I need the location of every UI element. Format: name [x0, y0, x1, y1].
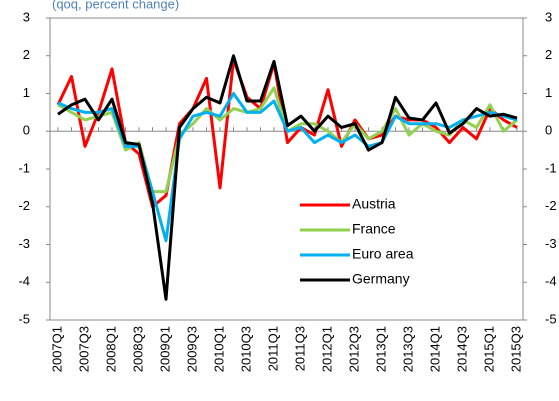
- x-tick-label: 2013Q1: [373, 326, 388, 372]
- y-tick-label: 0: [23, 123, 30, 138]
- x-tick-label: 2012Q3: [346, 326, 361, 372]
- x-tick-label: 2010Q1: [211, 326, 226, 372]
- legend-label: Euro area: [352, 246, 414, 262]
- x-tick-label: 2011Q1: [265, 326, 280, 371]
- x-tick-label: 2014Q3: [454, 326, 469, 372]
- y-tick-label: 1: [23, 85, 30, 100]
- y-tick-label: -1: [18, 160, 30, 175]
- x-tick-label: 2015Q1: [481, 326, 496, 372]
- chart-subtitle: (qoq, percent change): [52, 0, 179, 11]
- y2-tick-label: -2: [545, 198, 557, 213]
- y2-tick-label: -1: [545, 160, 557, 175]
- y2-tick-label: -4: [545, 274, 557, 289]
- x-tick-label: 2008Q1: [103, 326, 118, 372]
- legend-label: Austria: [352, 196, 396, 212]
- x-tick-label: 2011Q3: [292, 326, 307, 371]
- y2-tick-label: 1: [545, 85, 552, 100]
- y2-tick-label: 0: [545, 123, 552, 138]
- y2-tick-label: 2: [545, 47, 552, 62]
- y-tick-label: -2: [18, 198, 30, 213]
- y-tick-label: -4: [18, 274, 30, 289]
- y2-tick-label: 3: [545, 9, 552, 24]
- x-tick-label: 2013Q3: [400, 326, 415, 372]
- y2-tick-label: -5: [545, 311, 557, 326]
- y2-tick-label: -3: [545, 236, 557, 251]
- series-line: [57, 54, 518, 301]
- y-tick-label: 2: [23, 47, 30, 62]
- x-tick-label: 2015Q3: [508, 326, 523, 372]
- x-tick-label: 2009Q1: [157, 326, 172, 372]
- y-tick-label: -5: [18, 311, 30, 326]
- x-tick-label: 2010Q3: [238, 326, 253, 372]
- legend-label: Germany: [352, 271, 410, 287]
- x-tick-label: 2007Q1: [49, 326, 64, 372]
- series-line: [57, 92, 518, 243]
- y-tick-label: -3: [18, 236, 30, 251]
- x-tick-label: 2014Q1: [427, 326, 442, 372]
- legend-label: France: [352, 221, 396, 237]
- x-tick-label: 2008Q3: [130, 326, 145, 372]
- x-tick-label: 2007Q3: [76, 326, 91, 372]
- y-tick-label: 3: [23, 9, 30, 24]
- x-tick-label: 2012Q1: [319, 326, 334, 372]
- plot-frame: [49, 17, 524, 321]
- x-tick-label: 2009Q3: [184, 326, 199, 372]
